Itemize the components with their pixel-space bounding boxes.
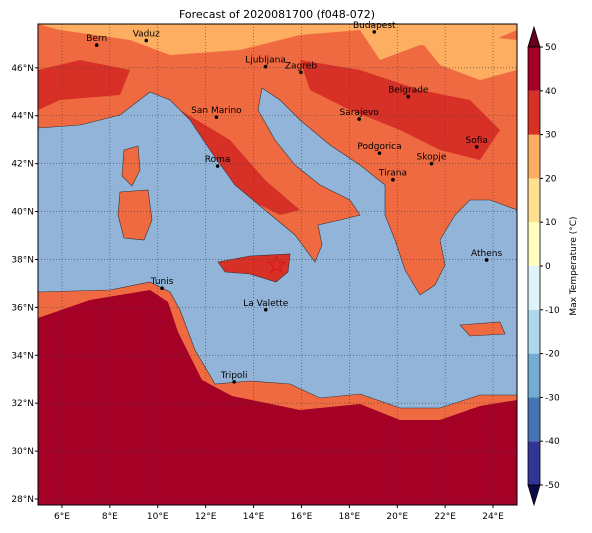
hot-patch bbox=[175, 110, 300, 215]
city-dot bbox=[232, 380, 236, 384]
star-marker bbox=[266, 254, 287, 274]
city-label: San Marino bbox=[191, 106, 242, 116]
colorbar-band bbox=[528, 309, 540, 354]
colorbar-band bbox=[528, 222, 540, 266]
y-tick-label: 34°N bbox=[11, 351, 34, 361]
city-dot bbox=[94, 43, 99, 47]
colorbar-tick-label: -40 bbox=[545, 437, 560, 447]
y-tick-label: 32°N bbox=[11, 399, 34, 409]
city-dot bbox=[144, 38, 149, 43]
city-dot bbox=[391, 177, 395, 182]
y-tick-label: 38°N bbox=[11, 255, 34, 265]
colorbar-tick-label: -20 bbox=[545, 350, 560, 360]
city-label: Podgorica bbox=[357, 142, 401, 152]
x-tick-label: 6°E bbox=[54, 512, 70, 522]
colorbar-tick-label: 10 bbox=[545, 218, 557, 228]
colorbar-band bbox=[528, 353, 540, 398]
colorbar-tick-label: 20 bbox=[545, 174, 557, 184]
city-dot bbox=[484, 258, 489, 262]
city-label: Sofia bbox=[466, 136, 488, 146]
colorbar-tick-label: 30 bbox=[545, 131, 557, 141]
colorbar-band bbox=[528, 90, 540, 135]
x-tick-label: 24°E bbox=[482, 512, 504, 522]
x-tick-label: 14°E bbox=[243, 512, 265, 522]
colorbar-band bbox=[528, 47, 540, 91]
city-label: Vaduz bbox=[133, 30, 160, 40]
colorbar-band bbox=[528, 397, 540, 442]
city-dot bbox=[429, 161, 434, 166]
city-dot bbox=[299, 70, 303, 75]
city-label: Tripoli bbox=[220, 371, 248, 381]
city-label: Roma bbox=[205, 155, 231, 165]
y-tick-label: 44°N bbox=[11, 112, 34, 122]
x-tick-label: 10°E bbox=[147, 512, 169, 522]
x-tick-label: 20°E bbox=[386, 512, 408, 522]
city-label: Zagreb bbox=[285, 61, 317, 71]
hot-patch bbox=[38, 60, 130, 110]
city-dot bbox=[214, 115, 219, 119]
colorbar-tick-label: -10 bbox=[545, 306, 560, 316]
city-label: Sarajevo bbox=[340, 108, 380, 118]
sicily bbox=[217, 253, 291, 283]
city-label: Ljubljana bbox=[245, 56, 286, 66]
hot-africa bbox=[38, 290, 517, 505]
y-tick-label: 30°N bbox=[11, 447, 34, 457]
city-label: La Valette bbox=[243, 299, 288, 309]
city-label: Budapest bbox=[353, 21, 396, 31]
y-tick-label: 40°N bbox=[11, 208, 34, 218]
colorbar-band bbox=[528, 441, 540, 485]
hot-patch bbox=[300, 60, 500, 160]
grid bbox=[38, 24, 517, 505]
x-tick-label: 16°E bbox=[291, 512, 313, 522]
colorbar-tick-label: -50 bbox=[545, 481, 560, 491]
x-tick-label: 22°E bbox=[434, 512, 456, 522]
colorbar-tick-label: 50 bbox=[545, 43, 557, 53]
city-dot bbox=[377, 151, 382, 155]
city-label: Tunis bbox=[150, 277, 174, 287]
y-tick-label: 46°N bbox=[11, 64, 34, 74]
colorbar-tick-label: -30 bbox=[545, 393, 560, 403]
colorbar-band bbox=[528, 134, 540, 179]
y-tick-label: 42°N bbox=[11, 160, 34, 170]
city-label: Tirana bbox=[378, 169, 407, 179]
colorbar-tick-label: 0 bbox=[545, 262, 551, 272]
colorbar-band bbox=[528, 266, 540, 310]
warm-patch bbox=[420, 35, 517, 80]
city-dot bbox=[372, 30, 377, 34]
city-label: Athens bbox=[471, 249, 502, 259]
city-dot bbox=[474, 145, 479, 149]
city-dot bbox=[160, 286, 164, 291]
city-label: Bern bbox=[86, 34, 107, 44]
y-tick-label: 36°N bbox=[11, 303, 34, 313]
x-tick-label: 18°E bbox=[339, 512, 361, 522]
city-dot bbox=[263, 64, 268, 69]
colorbar-tick-label: 40 bbox=[545, 87, 557, 97]
corsica bbox=[121, 145, 141, 187]
sardinia bbox=[117, 189, 153, 241]
crete bbox=[459, 321, 506, 337]
city-dot bbox=[406, 94, 411, 99]
city-dot bbox=[215, 164, 220, 168]
map-frame bbox=[37, 23, 518, 506]
city-label: Belgrade bbox=[388, 86, 429, 96]
x-tick-label: 12°E bbox=[195, 512, 217, 522]
colorbar-extend-under bbox=[527, 484, 541, 507]
city-dot bbox=[357, 117, 361, 121]
colorbar-band bbox=[528, 178, 540, 223]
x-tick-label: 8°E bbox=[102, 512, 118, 522]
map-layers bbox=[38, 24, 517, 505]
city-label: Skopje bbox=[417, 153, 447, 163]
map-title: Forecast of 2020081700 (f048-072) bbox=[179, 8, 375, 21]
city-dot bbox=[263, 307, 268, 312]
colorbar-extend-over bbox=[527, 25, 541, 48]
colorbar-label: Max Temperature (°C) bbox=[569, 216, 579, 315]
y-tick-label: 28°N bbox=[11, 495, 34, 505]
